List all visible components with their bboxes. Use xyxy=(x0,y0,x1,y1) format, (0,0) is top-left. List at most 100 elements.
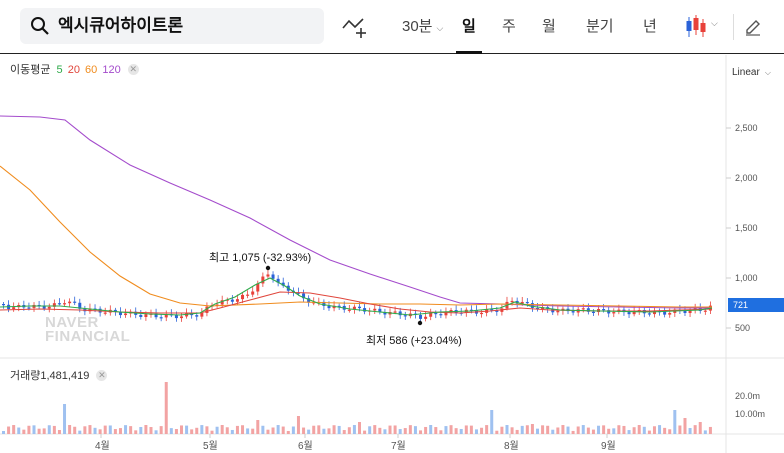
drawing-tool-icon[interactable] xyxy=(342,16,368,38)
candle-body xyxy=(571,311,575,313)
candle-body xyxy=(154,313,158,318)
volume-bar xyxy=(622,425,626,434)
interval-30m-dropdown[interactable]: 30분 ⌵ xyxy=(402,18,444,35)
ma60-label: 60 xyxy=(85,64,98,76)
volume-bar xyxy=(332,425,336,434)
candle-body xyxy=(490,309,494,311)
candle-body xyxy=(683,310,687,314)
volume-bar xyxy=(225,427,229,434)
candlestick-type-icon[interactable] xyxy=(685,15,707,39)
volume-bar xyxy=(500,426,504,434)
volume-bar xyxy=(88,425,92,434)
candle-body xyxy=(230,299,234,302)
volume-bar xyxy=(419,430,423,434)
tab-week[interactable]: 주 xyxy=(502,18,516,35)
candle-body xyxy=(525,301,529,304)
candle-body xyxy=(510,300,514,303)
candle-body xyxy=(449,309,453,313)
chart-type-chevron-icon[interactable]: ⌵ xyxy=(711,18,718,28)
candle-body xyxy=(398,311,402,316)
candle-body xyxy=(495,310,499,312)
candle-body xyxy=(63,303,67,305)
volume-bar xyxy=(393,425,397,434)
volume-bar xyxy=(73,426,77,434)
volume-bar xyxy=(439,430,443,434)
candle-body xyxy=(205,306,209,313)
candle-body xyxy=(276,278,280,283)
volume-bar xyxy=(317,425,321,434)
candle-body xyxy=(118,311,122,316)
volume-bar xyxy=(27,425,31,434)
volume-tick: 10.00m xyxy=(735,409,766,419)
price-tick: 2,000 xyxy=(735,173,758,183)
candle-body xyxy=(78,302,82,309)
candle-body xyxy=(607,310,611,314)
volume-bar xyxy=(576,426,580,434)
scale-selector[interactable]: Linear ⌵ xyxy=(732,67,771,78)
candle-body xyxy=(429,312,433,317)
volume-bar xyxy=(581,425,585,434)
candle-body xyxy=(113,309,117,312)
candle-body xyxy=(68,301,72,304)
volume-bar xyxy=(632,427,636,434)
volume-bar xyxy=(383,429,387,434)
volume-bar xyxy=(154,430,158,434)
volume-bar xyxy=(566,426,570,434)
volume-bar xyxy=(190,429,194,434)
candle-body xyxy=(52,303,56,307)
volume-bar xyxy=(342,430,346,434)
price-tick: 500 xyxy=(735,323,751,333)
volume-bar xyxy=(474,429,478,434)
volume-bar xyxy=(408,425,412,434)
candle-body xyxy=(581,308,585,310)
candle-body xyxy=(47,306,51,309)
stock-search-box[interactable]: 엑시큐어하이트론 xyxy=(20,8,324,44)
search-icon xyxy=(31,17,49,35)
volume-bar xyxy=(698,422,702,434)
tab-year[interactable]: 년 xyxy=(643,18,657,35)
volume-bar xyxy=(373,425,377,434)
volume-bar xyxy=(17,427,21,434)
volume-bar xyxy=(708,426,712,434)
ma5-line xyxy=(0,277,713,316)
volume-bar xyxy=(444,426,448,434)
candle-body xyxy=(174,315,178,319)
volume-bar xyxy=(368,426,372,434)
volume-bar xyxy=(403,428,407,434)
candle-body xyxy=(2,304,5,306)
volume-bar xyxy=(327,428,331,434)
close-icon[interactable]: ✕ xyxy=(96,370,108,381)
volume-bar xyxy=(291,426,295,434)
volume-bar xyxy=(571,430,575,434)
stock-name: 엑시큐어하이트론 xyxy=(58,16,184,35)
tab-day[interactable]: 일 xyxy=(462,18,476,35)
volume-bar xyxy=(241,425,245,434)
candle-body xyxy=(627,312,631,315)
month-label: 9월 xyxy=(601,441,616,452)
candle-body xyxy=(520,301,524,304)
ma120-line xyxy=(0,115,712,309)
tab-quarter[interactable]: 분기 xyxy=(586,18,614,35)
volume-bar xyxy=(47,425,51,434)
volume-bar xyxy=(337,425,341,434)
price-tick: 1,500 xyxy=(735,223,758,233)
candle-body xyxy=(663,311,667,315)
volume-bar xyxy=(159,426,163,434)
candle-body xyxy=(378,308,382,313)
candle-body xyxy=(647,313,651,315)
volume-legend: 거래량1,481,419 ✕ xyxy=(10,369,108,383)
candle-body xyxy=(632,311,636,315)
tab-month[interactable]: 월 xyxy=(542,18,556,35)
candle-body xyxy=(266,274,270,277)
candle-body xyxy=(241,294,245,300)
month-label: 6월 xyxy=(298,441,313,452)
low-price-annotation: 최저 586 (+23.04%) xyxy=(366,335,462,347)
chevron-down-icon: ⌵ xyxy=(764,68,771,77)
pencil-icon[interactable] xyxy=(744,18,762,36)
candle-body xyxy=(327,305,331,309)
month-label: 8월 xyxy=(504,441,519,452)
low-marker xyxy=(417,320,423,326)
close-icon[interactable]: ✕ xyxy=(127,64,139,75)
volume-bar xyxy=(424,426,428,434)
